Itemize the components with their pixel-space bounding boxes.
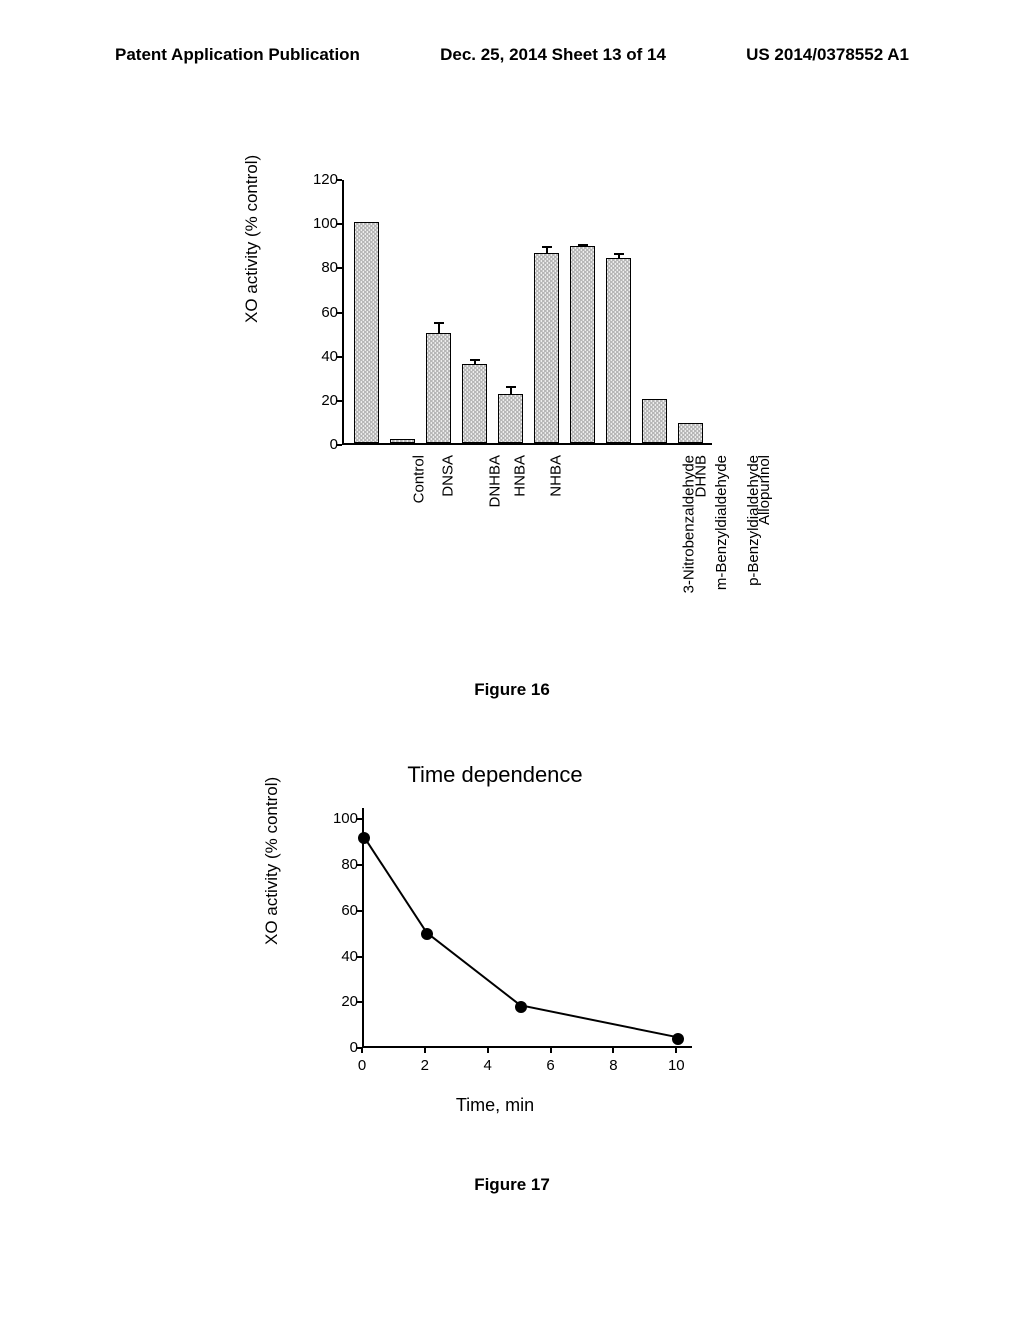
- y-tick-mark: [357, 956, 362, 958]
- x-tick-mark: [487, 1048, 489, 1053]
- header-left: Patent Application Publication: [115, 45, 360, 65]
- x-category-label: Control: [410, 455, 427, 503]
- x-tick-mark: [424, 1048, 426, 1053]
- y-tick-label: 0: [298, 436, 338, 453]
- figure-16-caption: Figure 16: [0, 680, 1024, 700]
- x-category-label: Allopurinol: [756, 455, 773, 525]
- data-point: [515, 1001, 527, 1013]
- x-category-label: HNBA: [511, 455, 528, 497]
- x-tick-label: 0: [347, 1057, 377, 1074]
- x-category-label: m-Benzyldialdehyde: [713, 455, 730, 590]
- data-point: [358, 832, 370, 844]
- line-path-svg: [364, 808, 692, 1046]
- y-tick-mark: [357, 864, 362, 866]
- bar-plot-area: [342, 180, 712, 445]
- bar: [354, 222, 379, 443]
- y-tick-mark: [357, 1001, 362, 1003]
- line-chart: Time dependence XO activity (% control) …: [280, 760, 710, 1140]
- y-tick-label: 100: [298, 215, 338, 232]
- bar: [642, 399, 667, 443]
- bar: [498, 394, 523, 443]
- x-category-label: DNHBA: [486, 455, 503, 508]
- chart-title: Time dependence: [280, 762, 710, 788]
- y-axis-label: XO activity (% control): [242, 155, 262, 323]
- bar: [390, 439, 415, 443]
- x-tick-mark: [361, 1048, 363, 1053]
- bar: [462, 364, 487, 444]
- bar-chart: XO activity (% control) 020406080100120 …: [260, 165, 720, 655]
- y-tick-mark: [337, 179, 342, 181]
- x-tick-label: 6: [536, 1057, 566, 1074]
- bar: [570, 246, 595, 443]
- header-right: US 2014/0378552 A1: [746, 45, 909, 65]
- y-tick-label: 0: [318, 1039, 358, 1056]
- y-tick-mark: [337, 444, 342, 446]
- y-tick-label: 20: [298, 392, 338, 409]
- y-axis-label: XO activity (% control): [262, 777, 282, 945]
- page-header: Patent Application Publication Dec. 25, …: [0, 45, 1024, 65]
- x-tick-label: 2: [410, 1057, 440, 1074]
- x-tick-mark: [675, 1048, 677, 1053]
- x-axis-label: Time, min: [280, 1095, 710, 1116]
- y-tick-mark: [337, 267, 342, 269]
- bar: [606, 258, 631, 444]
- bar: [426, 333, 451, 443]
- line-plot-area: [362, 808, 692, 1048]
- bar: [678, 423, 703, 443]
- header-center: Dec. 25, 2014 Sheet 13 of 14: [440, 45, 666, 65]
- y-tick-label: 60: [298, 304, 338, 321]
- y-tick-label: 60: [318, 902, 358, 919]
- y-tick-label: 20: [318, 993, 358, 1010]
- x-tick-label: 4: [473, 1057, 503, 1074]
- bar: [534, 253, 559, 443]
- figure-16-caption-wrap: Figure 16: [0, 680, 1024, 700]
- y-tick-mark: [337, 356, 342, 358]
- y-tick-mark: [337, 223, 342, 225]
- x-tick-label: 10: [661, 1057, 691, 1074]
- figure-17-container: Time dependence XO activity (% control) …: [280, 760, 710, 1140]
- x-tick-mark: [612, 1048, 614, 1053]
- figure-17-caption-wrap: Figure 17: [0, 1175, 1024, 1195]
- figure-17-caption: Figure 17: [0, 1175, 1024, 1195]
- figure-16-container: XO activity (% control) 020406080100120 …: [260, 165, 720, 655]
- x-tick-mark: [550, 1048, 552, 1053]
- data-point: [672, 1033, 684, 1045]
- x-category-label: NHBA: [547, 455, 564, 497]
- y-tick-label: 80: [298, 259, 338, 276]
- y-tick-label: 40: [318, 948, 358, 965]
- y-tick-mark: [337, 312, 342, 314]
- y-tick-mark: [357, 910, 362, 912]
- y-tick-label: 40: [298, 348, 338, 365]
- data-point: [421, 928, 433, 940]
- y-tick-label: 120: [298, 171, 338, 188]
- x-tick-label: 8: [598, 1057, 628, 1074]
- y-tick-mark: [337, 400, 342, 402]
- y-tick-label: 80: [318, 856, 358, 873]
- x-category-label: DNSA: [439, 455, 456, 497]
- y-tick-label: 100: [318, 810, 358, 827]
- x-category-label: DHNB: [692, 455, 709, 498]
- y-tick-mark: [357, 818, 362, 820]
